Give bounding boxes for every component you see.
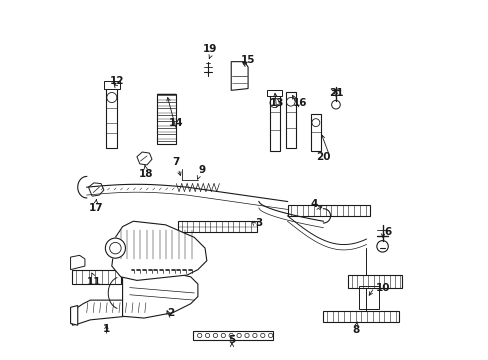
Text: 9: 9 [198,165,205,175]
Text: 20: 20 [315,152,330,162]
Text: 10: 10 [375,283,389,293]
Polygon shape [70,255,85,270]
Polygon shape [285,92,295,148]
Polygon shape [310,114,320,151]
Text: 13: 13 [269,98,284,108]
Polygon shape [112,221,206,280]
Polygon shape [192,331,273,339]
Polygon shape [106,87,117,148]
Polygon shape [266,90,282,96]
Polygon shape [70,306,78,325]
Text: 1: 1 [102,324,110,334]
Circle shape [105,238,125,258]
Text: 6: 6 [384,227,391,237]
Text: 5: 5 [228,335,235,345]
Text: 2: 2 [167,308,174,318]
Polygon shape [88,183,104,196]
Text: 19: 19 [203,44,217,54]
Polygon shape [156,94,176,144]
Text: 11: 11 [86,277,101,287]
Text: 8: 8 [351,325,359,335]
Text: 12: 12 [110,76,124,86]
Text: 18: 18 [139,169,153,179]
Text: 4: 4 [310,199,318,209]
Text: 14: 14 [169,118,183,128]
Polygon shape [287,205,369,216]
Text: 15: 15 [241,54,255,64]
Polygon shape [231,62,247,90]
Polygon shape [269,94,279,151]
Polygon shape [72,270,121,284]
Bar [359,286,378,309]
Text: 17: 17 [88,203,103,213]
Polygon shape [72,300,155,325]
Polygon shape [323,311,398,321]
Text: 7: 7 [172,157,180,167]
Polygon shape [137,152,152,165]
Polygon shape [178,221,257,232]
Polygon shape [348,275,402,288]
Text: 21: 21 [328,87,343,98]
Polygon shape [104,81,120,89]
Text: 16: 16 [292,98,306,108]
Polygon shape [122,266,198,318]
Text: 3: 3 [255,218,262,228]
